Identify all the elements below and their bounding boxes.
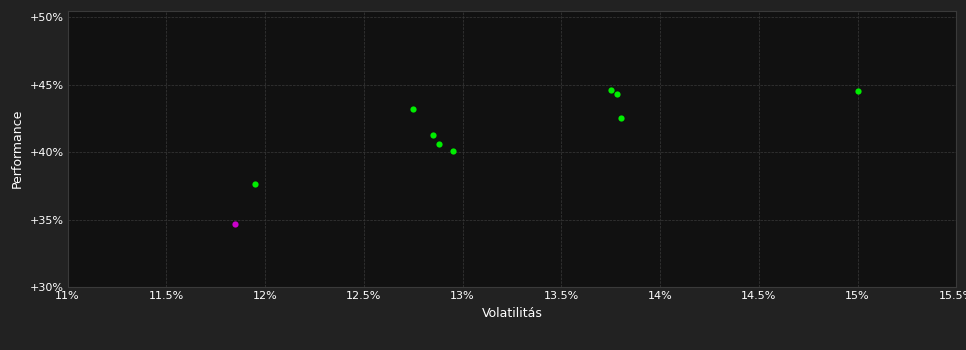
Point <box>850 89 866 94</box>
Point <box>425 132 440 138</box>
Point <box>612 116 628 121</box>
X-axis label: Volatilitás: Volatilitás <box>481 307 543 320</box>
Point <box>609 91 624 97</box>
Point <box>603 87 618 93</box>
Point <box>228 221 243 226</box>
Point <box>445 148 461 154</box>
Point <box>406 106 421 112</box>
Point <box>431 141 446 147</box>
Point <box>247 182 263 187</box>
Y-axis label: Performance: Performance <box>11 109 24 188</box>
